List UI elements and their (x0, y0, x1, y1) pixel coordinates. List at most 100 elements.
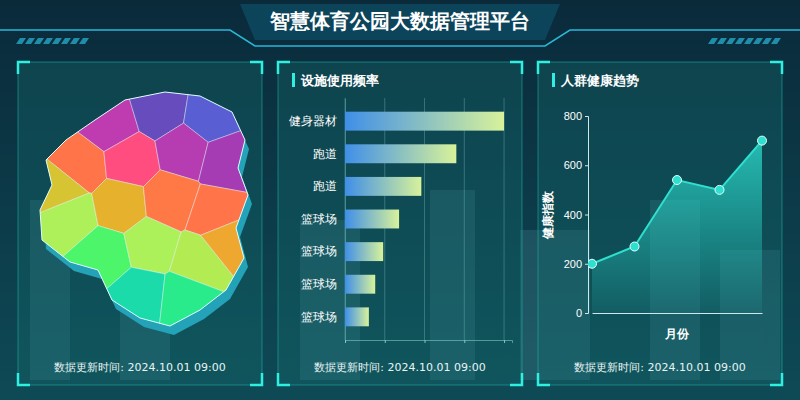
panel-corner (18, 62, 30, 74)
header-stripe (726, 38, 736, 44)
tick-label: 600 (564, 159, 582, 171)
point (630, 242, 639, 251)
bar (345, 242, 383, 261)
map-region (201, 212, 260, 307)
tick-label: 400 (564, 209, 582, 221)
bar (345, 275, 375, 294)
header: 智慧体育公园大数据管理平台 (0, 4, 800, 46)
header-stripe (771, 38, 781, 44)
panel-corner (278, 373, 290, 385)
map (30, 80, 260, 340)
tick-label: 篮球场 (301, 244, 337, 258)
header-stripe (79, 38, 89, 44)
panel-box (18, 62, 262, 385)
panel-corner (250, 373, 262, 385)
tick: 篮球场 (301, 212, 345, 226)
tick-mark (464, 340, 465, 343)
tick-label: 健身器材 (289, 114, 337, 128)
panel-corner (770, 62, 782, 74)
panel-corner (510, 62, 522, 74)
point (588, 259, 597, 268)
axis-title: 健康指数 (541, 190, 555, 240)
axis-line (346, 341, 513, 344)
tick-label: 800 (564, 110, 582, 122)
dashboard: 智慧体育公园大数据管理平台数据更新时间: 2024.10.01 09:00 设施使… (0, 0, 800, 400)
panel-corner (538, 62, 550, 74)
bar (345, 177, 421, 196)
tick-label: 跑道 (313, 179, 337, 193)
grid-line (424, 98, 425, 340)
map-outline (40, 92, 248, 326)
bar (345, 307, 369, 326)
panel-title: 设施使用频率 (300, 73, 379, 88)
plot-area (588, 136, 767, 313)
map-region (48, 267, 165, 340)
header-stripe (70, 38, 80, 44)
header-plate (240, 4, 560, 40)
header-stripe (34, 38, 44, 44)
tick-label: 篮球场 (301, 310, 337, 324)
tick-mark (585, 165, 588, 166)
map-region (198, 124, 260, 195)
panel-box (278, 62, 522, 385)
tick: 健身器材 (289, 114, 345, 128)
area (592, 141, 762, 313)
tick-mark (504, 340, 505, 343)
panel-corner (250, 62, 262, 74)
header-stripe (708, 38, 718, 44)
tick-label: 篮球场 (301, 212, 337, 226)
header-stripe (61, 38, 71, 44)
header-stripe (25, 38, 35, 44)
header-stripe (744, 38, 754, 44)
title-marker (552, 73, 555, 87)
tick: 篮球场 (301, 277, 345, 291)
axis-line (593, 313, 763, 314)
tick-label: 0 (576, 307, 582, 319)
tick: 跑道 (313, 179, 345, 193)
header-stripe (16, 38, 26, 44)
tick: 篮球场 (301, 310, 345, 324)
panel-corner (278, 62, 290, 74)
tick: 200 (564, 258, 588, 270)
tick: 0 (576, 307, 588, 319)
tick (504, 340, 505, 343)
map-regions (30, 80, 260, 340)
point (673, 176, 682, 185)
bar (345, 112, 504, 131)
update-time: 数据更新时间: 2024.10.01 09:00 (574, 361, 745, 374)
tick-mark (425, 340, 426, 343)
bar (345, 144, 456, 163)
header-stripe (43, 38, 53, 44)
tick: 跑道 (313, 147, 345, 161)
panel-title: 人群健康趋势 (560, 73, 639, 88)
y-axis: 健身器材跑道跑道篮球场篮球场篮球场篮球场 (289, 99, 346, 341)
tick-mark (585, 264, 588, 265)
y-axis: 0 200 400 600 800 (564, 110, 589, 319)
point (758, 136, 767, 145)
line (592, 141, 762, 264)
line-chart: 0 200 400 600 800 健康指数月份 (541, 110, 767, 341)
title-marker (292, 73, 295, 87)
bar-chart: 健身器材跑道跑道篮球场篮球场篮球场篮球场 (289, 98, 513, 343)
axis-title: 月份 (664, 327, 690, 341)
tick: 400 (564, 209, 588, 221)
axis-line (585, 117, 589, 314)
bars (345, 112, 504, 327)
background (0, 0, 800, 400)
tick-mark (585, 116, 588, 117)
header-title: 智慧体育公园大数据管理平台 (269, 9, 530, 33)
grid-line (464, 98, 465, 340)
tick: 600 (564, 159, 588, 171)
panel-box (538, 62, 782, 385)
update-time: 数据更新时间: 2024.10.01 09:00 (54, 361, 225, 374)
panel (538, 62, 782, 385)
panel (18, 62, 262, 385)
tick-mark (385, 340, 386, 343)
tick (385, 340, 386, 343)
bar (345, 210, 399, 229)
header-stripe (52, 38, 62, 44)
header-stripe (753, 38, 763, 44)
tick-label: 跑道 (313, 147, 337, 161)
tick-label: 200 (564, 258, 582, 270)
panel-corner (538, 373, 550, 385)
